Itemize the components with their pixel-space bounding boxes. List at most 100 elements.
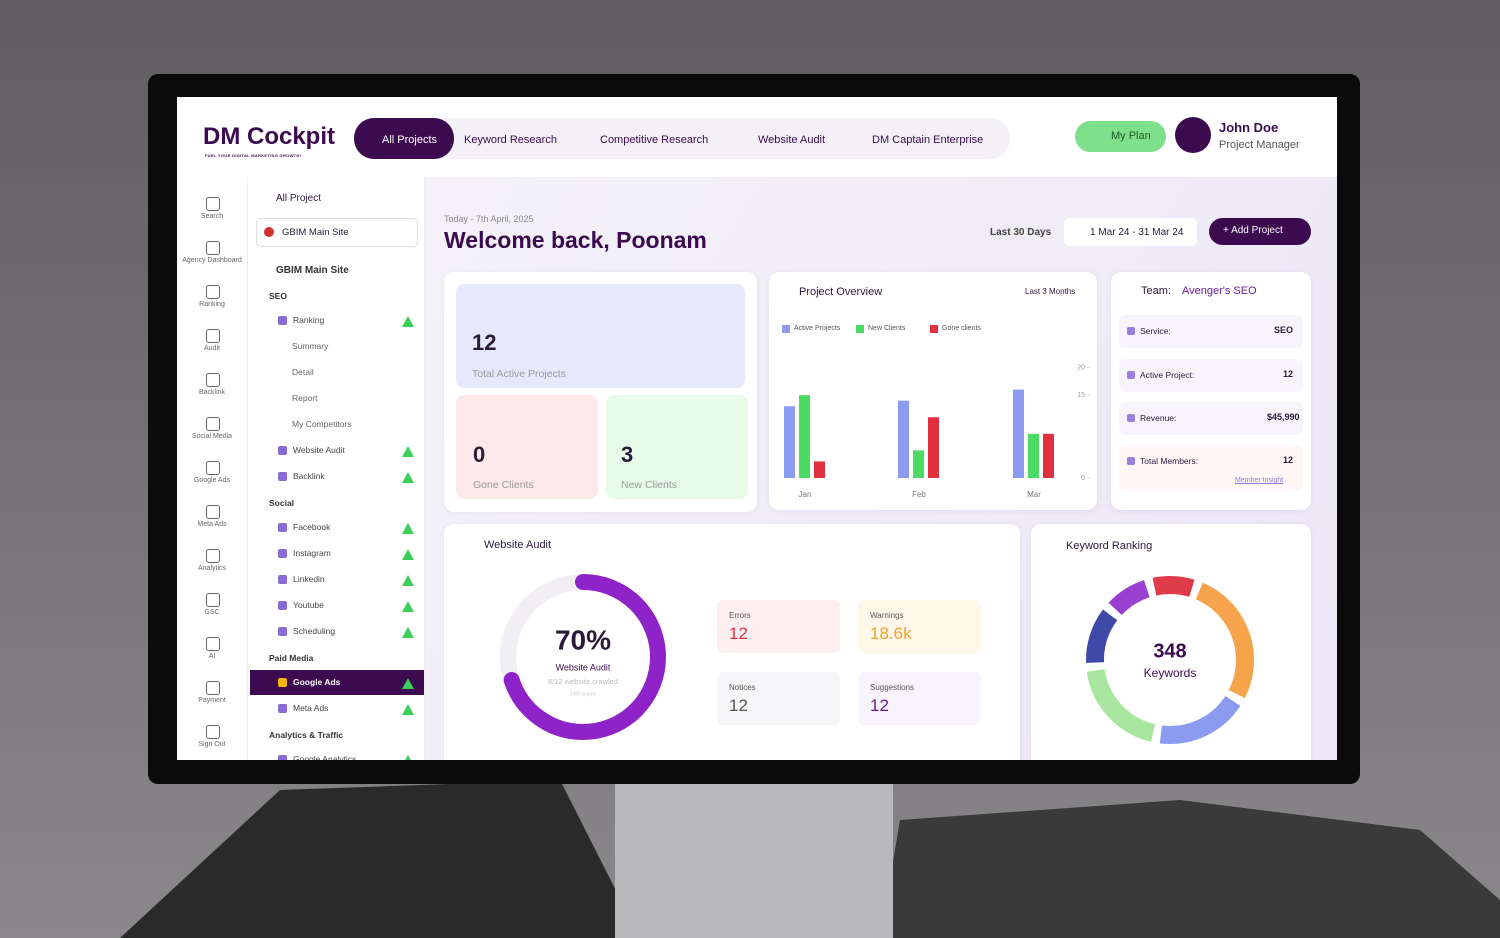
- all-project: All Project: [276, 193, 322, 204]
- sidebar-item[interactable]: Youtube: [293, 600, 324, 610]
- site-dot: [264, 227, 274, 237]
- rail-label: GSC: [204, 609, 220, 616]
- rail-icon[interactable]: [206, 373, 220, 387]
- item-icon: [278, 601, 287, 610]
- rail-icon[interactable]: [206, 593, 220, 607]
- item-icon: [278, 316, 287, 325]
- metric-label: Errors: [729, 611, 751, 620]
- stat-card: [606, 395, 748, 499]
- add-project-button[interactable]: [1209, 218, 1311, 245]
- item-icon: [278, 523, 287, 532]
- team-row: [1119, 402, 1303, 435]
- rail-icon[interactable]: [206, 681, 220, 695]
- rail-icon[interactable]: [206, 549, 220, 563]
- rail-icon[interactable]: [206, 725, 220, 739]
- metric-card: [717, 600, 840, 653]
- sidebar-item[interactable]: Google Analytics: [293, 754, 357, 760]
- item-icon: [278, 446, 287, 455]
- sidebar-subitem[interactable]: Report: [292, 393, 318, 403]
- sidebar-item[interactable]: Backlink: [293, 471, 325, 481]
- x-tick-label: Mar: [1027, 490, 1041, 499]
- rail-icon[interactable]: [206, 329, 220, 343]
- item-icon: [278, 755, 287, 760]
- team-title: Team:: [1141, 285, 1171, 297]
- user-role: Project Manager: [1219, 139, 1300, 151]
- rail-label: Google Ads: [193, 477, 231, 484]
- sidebar-item[interactable]: Instagram: [293, 548, 331, 558]
- site-select[interactable]: [256, 218, 418, 247]
- boost-icon: [402, 678, 414, 689]
- rail-icon[interactable]: [206, 505, 220, 519]
- team-row-icon: [1127, 457, 1135, 465]
- sidebar-subitem[interactable]: My Competitors: [292, 419, 352, 429]
- metric-card: [858, 600, 981, 653]
- team-row-label: Total Members:: [1140, 456, 1199, 466]
- team-row-label: Service:: [1140, 326, 1171, 336]
- sidebar-item[interactable]: Meta Ads: [293, 703, 329, 713]
- bar: [1043, 433, 1054, 478]
- nav-item[interactable]: DM Captain Enterprise: [872, 134, 984, 146]
- audit-crawled: 8/12 website crawled: [548, 677, 618, 686]
- boost-icon: [402, 446, 414, 457]
- screen: DM Cockpit FUEL YOUR DIGITAL MARKETING G…: [177, 97, 1337, 760]
- sidebar-item[interactable]: Linkedin: [293, 574, 325, 584]
- keyword-panel: [1031, 524, 1311, 760]
- rock: [120, 780, 640, 938]
- team-row: [1119, 445, 1303, 491]
- item-icon: [278, 627, 287, 636]
- member-insight-link[interactable]: Member Insight: [1235, 477, 1284, 484]
- metric-value: 12: [729, 696, 748, 715]
- team-row: [1119, 315, 1303, 348]
- sidebar-item[interactable]: Scheduling: [293, 626, 336, 636]
- chart-subtitle: Last 3 Months: [1025, 287, 1076, 296]
- my-plan-button[interactable]: [1075, 121, 1166, 152]
- team-row-value: 12: [1282, 455, 1293, 465]
- nav-item[interactable]: Competitive Research: [600, 134, 709, 146]
- y-tick-label: 0: [1081, 475, 1085, 482]
- sidebar-item[interactable]: Google Ads: [293, 677, 341, 687]
- item-icon: [278, 472, 287, 481]
- team-row-value: $45,990: [1267, 412, 1300, 422]
- boost-icon: [402, 704, 414, 715]
- keyword-label: Keywords: [1144, 666, 1197, 680]
- audit-percent: 70%: [555, 624, 611, 655]
- rail-icon[interactable]: [206, 241, 220, 255]
- sidebar-subitem[interactable]: Detail: [292, 367, 314, 377]
- rail-icon[interactable]: [206, 197, 220, 211]
- user-name[interactable]: John Doe: [1219, 120, 1279, 135]
- x-tick-label: Feb: [912, 490, 926, 499]
- boost-icon: [402, 472, 414, 483]
- item-icon: [278, 549, 287, 558]
- audit-caption: Website Audit: [556, 662, 611, 672]
- metric-label: Suggestions: [870, 683, 915, 692]
- rail-icon[interactable]: [206, 461, 220, 475]
- team-row-value: 12: [1282, 369, 1293, 379]
- rail-icon[interactable]: [206, 637, 220, 651]
- legend-label: New Clients: [868, 325, 906, 332]
- stat-card: [456, 284, 745, 388]
- keyword-title: Keyword Ranking: [1066, 540, 1153, 552]
- metric-value: 12: [870, 696, 889, 715]
- stat-value: 12: [472, 330, 497, 355]
- sidebar-subitem[interactable]: Summary: [292, 341, 329, 351]
- sidebar-item[interactable]: Ranking: [293, 315, 325, 325]
- nav-item[interactable]: Keyword Research: [464, 134, 557, 146]
- rail-icon[interactable]: [206, 417, 220, 431]
- y-tick-label: 20: [1077, 364, 1085, 371]
- sidebar-item[interactable]: Website Audit: [293, 445, 345, 455]
- nav-item[interactable]: Website Audit: [758, 134, 826, 146]
- logo[interactable]: DM Cockpit: [203, 123, 335, 150]
- y-tick-label: 15: [1077, 392, 1085, 399]
- tagline: FUEL YOUR DIGITAL MARKETING GROWTH!: [205, 153, 302, 158]
- date-range: 1 Mar 24 - 31 Mar 24: [1090, 227, 1184, 238]
- team-name: Avenger's SEO: [1182, 285, 1257, 297]
- avatar[interactable]: [1175, 117, 1211, 153]
- sidebar: [248, 177, 425, 760]
- sidebar-item[interactable]: Facebook: [293, 522, 331, 532]
- legend-swatch: [930, 325, 938, 333]
- range[interactable]: Last 30 Days: [990, 227, 1052, 238]
- rail-icon[interactable]: [206, 285, 220, 299]
- nav-item[interactable]: All Projects: [382, 134, 438, 146]
- date-box[interactable]: [1064, 218, 1197, 246]
- metric-value: 18.6k: [870, 624, 912, 643]
